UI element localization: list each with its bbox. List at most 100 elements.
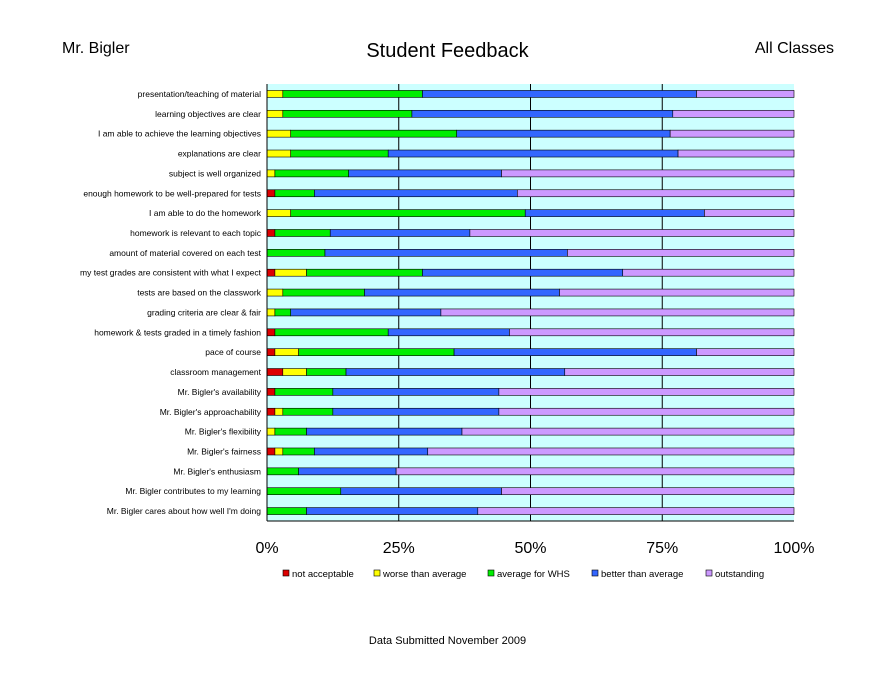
bar-segment — [266, 249, 326, 257]
x-tick-label: 50% — [514, 540, 546, 557]
bar-segment — [274, 388, 334, 396]
chart-title: Student Feedback — [366, 40, 529, 62]
bar-segment — [266, 109, 284, 118]
category-label: learning objectives are clear — [155, 109, 261, 119]
bar-segment — [564, 368, 795, 376]
bar-segment — [422, 268, 624, 277]
legend-label: outstanding — [715, 569, 764, 580]
bar-segment — [274, 328, 389, 337]
bar-segment — [677, 149, 795, 158]
bar-segment — [387, 149, 679, 158]
bar-segment — [274, 407, 284, 416]
submission-note: Data Submitted November 2009 — [368, 635, 527, 647]
bar-segment — [469, 229, 795, 237]
category-label: I am able to do the homework — [149, 208, 262, 218]
bar-segment — [440, 308, 795, 317]
category-label: my test grades are consistent with what … — [80, 268, 262, 278]
bar-segment — [266, 487, 342, 496]
category-label: Mr. Bigler contributes to my learning — [125, 486, 261, 496]
bar-segment — [274, 447, 284, 456]
bar-segment — [306, 427, 463, 436]
bar-segment — [306, 507, 479, 515]
bar-segment — [364, 288, 560, 297]
bar-segment — [314, 447, 429, 456]
bar-segment — [498, 388, 795, 396]
bar-segment — [306, 268, 423, 277]
bar-segment — [456, 129, 671, 138]
legend-swatch — [487, 569, 495, 577]
bar-segment — [274, 229, 331, 237]
bar-segment — [266, 229, 276, 237]
bar-segment — [672, 109, 795, 118]
category-label: amount of material covered on each test — [109, 248, 261, 258]
bar-segment — [422, 90, 697, 98]
bar-segment — [290, 209, 526, 217]
bar-segment — [477, 507, 795, 515]
teacher-name: Mr. Bigler — [62, 40, 130, 57]
category-label: homework is relevant to each topic — [130, 228, 262, 238]
bar-segment — [348, 169, 502, 178]
bar-segment — [290, 308, 442, 317]
bar-segment — [266, 447, 276, 456]
bar-segment — [453, 348, 697, 356]
bar-segment — [427, 447, 795, 456]
bar-segment — [266, 288, 284, 297]
bar-segment — [395, 467, 795, 476]
legend-swatch — [373, 569, 381, 577]
category-label: Mr. Bigler's flexibility — [185, 427, 262, 437]
bar-segment — [704, 209, 795, 217]
legend-label: worse than average — [382, 569, 466, 580]
bar-segment — [266, 189, 276, 198]
bar-segment — [266, 328, 276, 337]
bar-segment — [282, 407, 334, 416]
category-label: I am able to achieve the learning object… — [98, 129, 261, 139]
x-tick-label: 75% — [646, 540, 678, 557]
bar-segment — [266, 209, 292, 217]
bar-segment — [274, 189, 315, 198]
bar-segment — [306, 368, 347, 376]
legend-swatch — [282, 569, 290, 577]
bar-segment — [266, 129, 292, 138]
bar-segment — [567, 249, 795, 257]
bar-segment — [387, 328, 510, 337]
bar-segment — [332, 407, 500, 416]
bar-segment — [298, 348, 455, 356]
bar-segment — [266, 507, 307, 515]
bar-segment — [290, 129, 458, 138]
category-label: pace of course — [205, 347, 261, 357]
bar-segment — [266, 388, 276, 396]
category-label: homework & tests graded in a timely fash… — [94, 327, 261, 337]
x-tick-label: 0% — [255, 540, 278, 557]
bar-segment — [266, 467, 299, 476]
category-label: subject is well organized — [169, 168, 261, 178]
legend-label: not acceptable — [292, 569, 354, 580]
bar-segment — [696, 90, 795, 98]
bar-segment — [669, 129, 795, 138]
bar-segment — [498, 407, 795, 416]
bar-segment — [290, 149, 389, 158]
legend-label: average for WHS — [497, 569, 570, 580]
bar-segment — [274, 348, 299, 356]
bar-segment — [266, 149, 292, 158]
bar-segment — [298, 467, 397, 476]
bar-segment — [266, 268, 276, 277]
category-label: presentation/teaching of material — [138, 89, 261, 99]
bar-segment — [314, 189, 518, 198]
bar-segment — [266, 427, 276, 436]
bar-segment — [274, 308, 292, 317]
category-label: grading criteria are clear & fair — [147, 307, 261, 317]
bar-segment — [266, 348, 276, 356]
bar-segment — [517, 189, 795, 198]
bar-segment — [501, 487, 795, 496]
bar-segment — [282, 368, 307, 376]
bar-segment — [266, 368, 284, 376]
category-label: explanations are clear — [178, 149, 261, 159]
bar-segment — [332, 388, 500, 396]
bar-segment — [282, 447, 315, 456]
bar-segment — [274, 169, 349, 178]
legend-swatch — [705, 569, 713, 577]
x-tick-label: 100% — [774, 540, 815, 557]
class-scope: All Classes — [754, 40, 834, 57]
bar-segment — [696, 348, 795, 356]
